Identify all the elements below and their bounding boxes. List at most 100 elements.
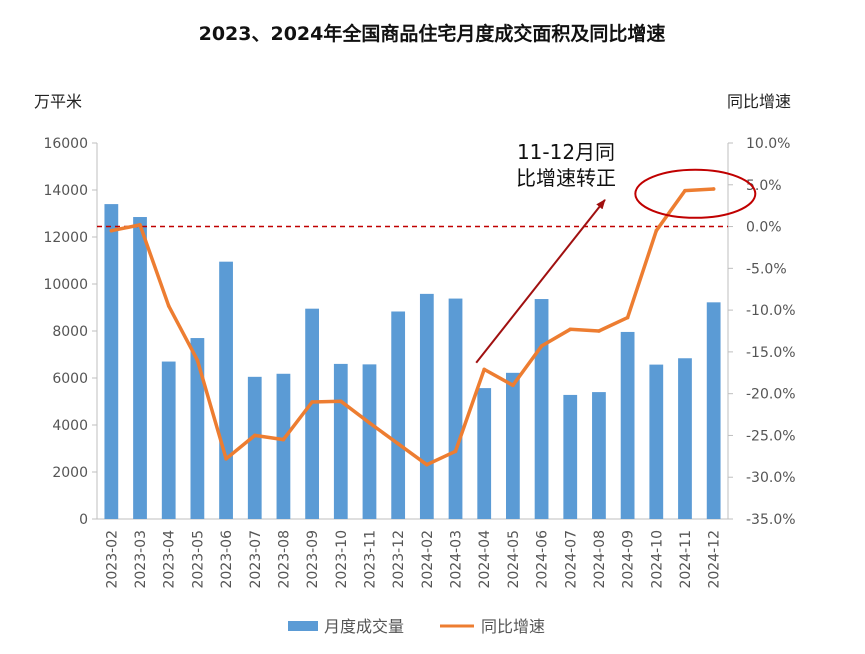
right-tick-label: -5.0% [746, 261, 787, 277]
right-tick-label: -30.0% [746, 470, 796, 486]
right-tick-label: 0.0% [746, 220, 782, 236]
right-tick-label: -25.0% [746, 428, 796, 444]
right-tick-label: -10.0% [746, 303, 796, 319]
line-point [597, 329, 601, 333]
bar [190, 338, 205, 519]
bar [362, 364, 377, 519]
bar [448, 298, 463, 519]
x-tick-label: 2023-02 [104, 530, 120, 589]
legend: 月度成交量 同比增速 [288, 617, 545, 636]
bar [477, 388, 492, 519]
annotation: 11-12月同 比增速转正 [475, 140, 757, 364]
line-point [683, 188, 687, 193]
bar [620, 331, 635, 519]
bar [305, 308, 319, 519]
bar [649, 364, 664, 519]
right-tick-label: -35.0% [746, 512, 796, 528]
line-point [654, 228, 659, 233]
right-tick-label: 10.0% [746, 136, 790, 152]
bar [506, 372, 520, 519]
x-tick-label: 2024-02 [420, 530, 436, 589]
bar [161, 361, 176, 519]
line-point [224, 457, 228, 461]
line-point [482, 367, 487, 372]
x-tick-label: 2024-09 [621, 530, 637, 589]
x-tick-label: 2024-05 [506, 530, 522, 589]
line-point [252, 433, 257, 438]
x-tick-label: 2024-10 [649, 530, 665, 589]
line-point [396, 442, 400, 446]
line-point [338, 399, 343, 403]
line-point [453, 449, 458, 454]
x-tick-label: 2023-10 [334, 530, 350, 589]
x-tick-label: 2023-08 [276, 530, 292, 589]
bar [276, 373, 291, 519]
line-point [166, 304, 171, 308]
bar [104, 204, 119, 519]
line-point [367, 421, 372, 425]
bar [534, 299, 549, 519]
line-point [310, 400, 314, 404]
bar [247, 376, 262, 519]
x-tick-label: 2023-12 [391, 530, 407, 589]
x-tick-label: 2023-07 [248, 530, 264, 589]
trend-arrow [475, 199, 606, 364]
legend-line-label: 同比增速 [481, 617, 545, 636]
left-tick-label: 12000 [43, 230, 88, 246]
x-axis-tick-labels: 2023-02 2023-03 2023-04 2023-05 2023-06 2023-… [104, 530, 722, 589]
x-tick-label: 2023-09 [305, 530, 321, 589]
x-tick-label: 2023-06 [219, 530, 235, 589]
right-axis-unit: 同比增速 [727, 92, 791, 111]
bar [563, 394, 578, 519]
line-point [425, 462, 429, 467]
x-tick-label: 2023-05 [190, 530, 206, 589]
legend-bar-label: 月度成交量 [324, 617, 404, 636]
annotation-line-1: 11-12月同 [517, 140, 615, 164]
x-tick-label: 2024-04 [477, 530, 493, 589]
annotation-line-2: 比增速转正 [516, 166, 616, 190]
line-point [109, 228, 114, 233]
axes: 0 2000 4000 6000 8000 10000 12000 14000 16000 -35… [43, 136, 795, 528]
left-tick-label: 10000 [43, 277, 88, 293]
x-tick-label: 2024-06 [535, 530, 551, 589]
left-tick-label: 6000 [52, 371, 88, 387]
x-tick-label: 2024-08 [592, 530, 608, 589]
line-series [109, 187, 716, 467]
x-tick-label: 2024-11 [678, 530, 694, 589]
x-tick-label: 2023-04 [162, 530, 178, 589]
x-tick-label: 2023-03 [133, 530, 149, 589]
legend-bar-swatch [288, 621, 318, 631]
x-tick-label: 2024-07 [563, 530, 579, 589]
line-point [711, 187, 716, 191]
line-point [138, 223, 142, 227]
left-tick-label: 16000 [43, 136, 88, 152]
bar [678, 358, 692, 519]
bar [391, 311, 406, 519]
highlight-ellipse [634, 168, 757, 219]
chart-title: 2023、2024年全国商品住宅月度成交面积及同比增速 [199, 22, 666, 45]
bar [419, 293, 434, 519]
growth-line [110, 187, 714, 467]
right-tick-label: -20.0% [746, 387, 796, 403]
left-axis-unit: 万平米 [34, 92, 82, 111]
line-point [511, 383, 515, 388]
line-point [625, 315, 630, 320]
bar [219, 261, 233, 519]
line-point [568, 327, 573, 332]
bar [706, 302, 721, 519]
left-tick-label: 14000 [43, 183, 88, 199]
bar [592, 392, 606, 519]
x-tick-label: 2024-12 [707, 530, 723, 589]
bar [133, 217, 147, 519]
x-tick-label: 2023-11 [362, 530, 378, 589]
x-tick-label: 2024-03 [449, 530, 465, 589]
bar-series [104, 204, 721, 519]
left-tick-label: 4000 [52, 418, 88, 434]
left-tick-label: 2000 [52, 465, 88, 481]
line-point [195, 358, 200, 363]
left-tick-label: 0 [79, 512, 88, 528]
right-tick-label: -15.0% [746, 345, 796, 361]
left-tick-label: 8000 [52, 324, 88, 340]
line-point [281, 437, 286, 442]
